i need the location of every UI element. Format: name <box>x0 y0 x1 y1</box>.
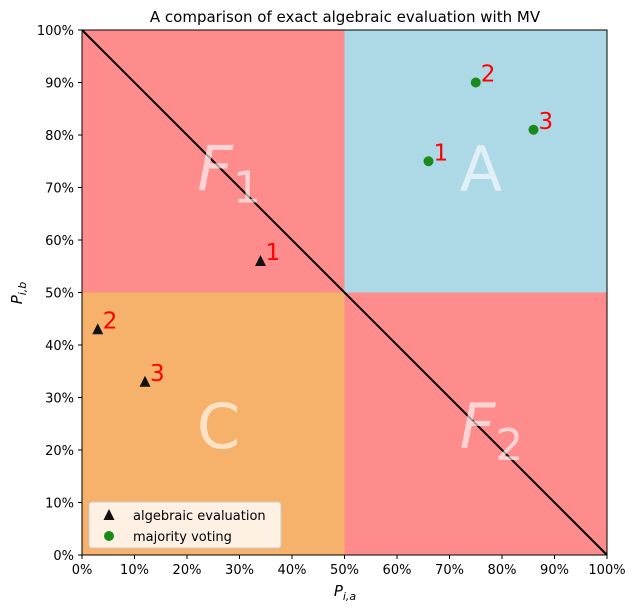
legend-box <box>88 501 282 549</box>
legend: algebraic evaluation majority voting <box>88 501 282 549</box>
y-tick-label: 20% <box>45 444 74 459</box>
y-tick-label: 50% <box>45 287 74 302</box>
point-label: 3 <box>539 109 554 135</box>
svg-text:Pi,a: Pi,a <box>334 582 357 603</box>
x-axis-label-main: P <box>334 582 344 600</box>
legend-marker-algebraic <box>103 509 115 520</box>
region-label-main: A <box>460 133 502 206</box>
point-majority-3 <box>528 124 539 135</box>
region-label-main: F <box>197 133 234 206</box>
region-label-main: C <box>197 390 240 463</box>
x-tick-label: 50% <box>330 563 359 578</box>
region-label-F2: F2 <box>460 390 524 471</box>
x-axis-label: Pi,a <box>334 582 357 603</box>
diagonal-line-group <box>81 29 608 556</box>
point-algebraic-3 <box>139 375 151 387</box>
region-label-sub: 2 <box>495 420 523 471</box>
point-label: 1 <box>266 240 281 266</box>
point-algebraic-1 <box>255 255 266 266</box>
axes: 0%0% 10% 10% 20% 20% 30% 30% 40% 40% 50% 50% 60% 60%… <box>37 24 626 578</box>
point-algebraic-2 <box>92 323 104 335</box>
region-label-sub: 1 <box>233 163 261 214</box>
x-tick-label: 30% <box>225 563 254 578</box>
x-tick-label: 20% <box>173 563 202 578</box>
chart-title: A comparison of exact algebraic evaluati… <box>150 8 541 26</box>
x-axis-label-sub: i,a <box>343 590 357 603</box>
region-A <box>344 30 607 293</box>
y-axis-label-main: P <box>8 294 26 304</box>
region-label-A: A <box>460 133 502 206</box>
point-majority-1 <box>423 156 434 167</box>
region-label-C: C <box>197 390 240 463</box>
x-tick-label: 10% <box>120 563 149 578</box>
x-tick-label: 60% <box>383 563 412 578</box>
legend-label: algebraic evaluation <box>133 509 266 524</box>
y-axis-label-sub: i,b <box>16 282 29 296</box>
legend-label: majority voting <box>133 530 232 545</box>
y-tick-label: 10% <box>45 497 74 512</box>
region-labels: F1 AC F2 <box>197 133 523 471</box>
x-tick-label: 40% <box>278 563 307 578</box>
x-tick-label: 100% <box>588 563 625 578</box>
y-tick-label: 70% <box>45 182 74 197</box>
diagonal-line <box>81 29 608 556</box>
y-tick-label: 40% <box>45 339 74 354</box>
x-tick-label: 80% <box>488 563 517 578</box>
y-tick-label: 100% <box>37 24 74 39</box>
legend-marker-majority <box>104 531 114 541</box>
svg-text:Pi,b: Pi,b <box>8 282 29 305</box>
x-tick-label: 90% <box>540 563 569 578</box>
point-label: 3 <box>150 361 165 387</box>
y-tick-label: 30% <box>45 392 74 407</box>
point-label: 2 <box>481 62 496 88</box>
plot-regions <box>82 30 607 555</box>
y-tick-label: 60% <box>45 234 74 249</box>
point-label: 2 <box>103 308 118 334</box>
point-majority-2 <box>470 77 481 88</box>
y-tick-label: 0% <box>53 549 74 564</box>
region-label-main: F <box>460 390 497 463</box>
data-points: 1 2 3 1 2 3 <box>92 62 553 387</box>
region-label-F1: F1 <box>197 133 261 214</box>
y-tick-label: 90% <box>45 77 74 92</box>
x-tick-label: 70% <box>435 563 464 578</box>
y-axis-label: Pi,b <box>8 282 29 305</box>
x-tick-label: 0% <box>72 563 93 578</box>
y-tick-label: 80% <box>45 129 74 144</box>
point-label: 1 <box>434 140 449 166</box>
